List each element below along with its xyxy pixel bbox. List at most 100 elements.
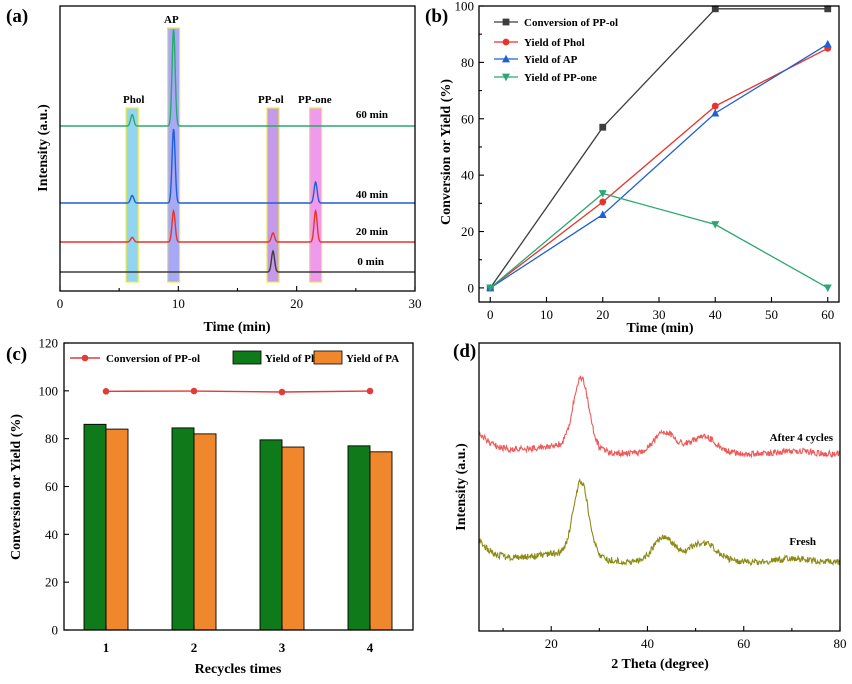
panel-b-legend: Conversion of PP-ol Yield of Phol Yield … (494, 17, 618, 84)
data-point-yield-of-pp-one (711, 221, 720, 229)
x-tick-label: 40 (641, 636, 654, 651)
x-tick-label: 1 (103, 640, 110, 655)
panel-b-series (486, 5, 832, 293)
highlight-band-pp-ol (266, 107, 280, 283)
panel-d-x-axis-title: 2 Theta (degree) (611, 657, 709, 672)
legend-label-conversion-c: Conversion of PP-ol (106, 353, 200, 365)
series-line-yield-of-ap (489, 43, 829, 289)
x-tick-label: 4 (367, 640, 374, 655)
peak-label-phol: Phol (123, 94, 144, 106)
trace-label-40-min: 40 min (356, 189, 388, 201)
panel-d: 20 40 60 80 (d) 2 Theta (degree) Intensity … (453, 341, 847, 672)
xrd-label-after-4-cycles: After 4 cycles (770, 432, 834, 444)
panel-b: 0 10 20 30 40 50 60 0 20 40 60 80 100 Conversion of … (425, 0, 840, 336)
x-tick-label: 10 (540, 307, 553, 322)
data-point-yield-of-ap (598, 210, 607, 219)
x-tick-label: 0 (487, 307, 494, 322)
data-point-conversion-of-pp-ol (824, 5, 832, 13)
data-point-yield-of-phol (599, 198, 607, 206)
x-tick-label: 60 (737, 636, 750, 651)
panel-a: 0 10 20 30 (a) Time (min) Intensity (a.u.) … (6, 5, 422, 335)
panel-b-x-axis-title: Time (min) (626, 321, 693, 336)
x-tick-label: 2 (191, 640, 198, 655)
panel-d-label: (d) (453, 341, 476, 362)
trace-40-min (60, 128, 415, 204)
data-point-conversion-of-pp-ol (278, 388, 286, 396)
panel-d-y-axis-title: Intensity (a.u.) (454, 443, 469, 531)
y-tick-label: 100 (455, 0, 475, 14)
data-point-yield-of-pp-one (598, 190, 607, 198)
legend-label-yield-pp-one: Yield of PP-one (524, 72, 597, 84)
y-tick-label: 60 (45, 479, 58, 494)
bar-yield-of-phol (171, 427, 195, 631)
bar-yield-of-pa (193, 433, 217, 631)
legend-label-yield-ap: Yield of AP (524, 54, 578, 66)
legend-label-conversion: Conversion of PP-ol (524, 17, 618, 29)
peak-highlight-bands (125, 27, 323, 283)
peak-label-pp-ol: PP-ol (258, 94, 284, 106)
peak-label-ap: AP (164, 14, 179, 26)
y-tick-label: 20 (461, 224, 474, 239)
highlight-band-ap (167, 27, 181, 283)
series-line-yield-of-phol (489, 47, 829, 289)
bar-yield-of-phol (347, 445, 371, 631)
y-tick-label: 80 (45, 431, 58, 446)
bar-yield-of-pa (281, 446, 305, 631)
x-tick-label: 20 (545, 636, 558, 651)
trace-0-min (60, 249, 415, 273)
panel-c-label: (c) (6, 344, 27, 365)
panel-d-frame (478, 342, 841, 632)
panel-c-y-axis-title: Conversion or Yield (%) (9, 414, 24, 560)
trace-label-60-min: 60 min (356, 109, 388, 121)
y-tick-label: 20 (45, 575, 58, 590)
y-tick-label: 120 (39, 336, 59, 351)
panel-b-y-axis-title: Conversion or Yield (%) (439, 79, 454, 225)
x-tick-label: 50 (765, 307, 778, 322)
series-line-conversion-of-pp-ol (489, 8, 828, 289)
legend-label-yield-phol-c: Yield of Phol (265, 353, 326, 365)
highlight-band-pp-one (309, 107, 323, 283)
legend-marker-yield-of-ap (502, 54, 510, 63)
legend-marker-yield-of-phol (502, 38, 510, 46)
x-tick-label: 30 (409, 296, 422, 311)
x-tick-label: 20 (290, 296, 303, 311)
x-tick-label: 40 (709, 307, 722, 322)
series-line-conversion-of-pp-ol (105, 390, 371, 393)
y-tick-label: 0 (52, 623, 59, 638)
x-tick-label: 60 (821, 307, 834, 322)
panel-c-bars (83, 387, 393, 631)
series-line-yield-of-pp-one (489, 192, 829, 289)
bar-yield-of-phol (259, 439, 283, 631)
panel-a-x-ticks: 0 10 20 30 (57, 286, 422, 311)
panel-c-legend: Conversion of PP-ol Yield of Phol Yield … (70, 350, 399, 365)
xrd-label-fresh: Fresh (789, 536, 816, 548)
bar-yield-of-pa (369, 451, 393, 631)
data-point-conversion-of-pp-ol (366, 387, 374, 395)
trace-60-min (60, 29, 415, 127)
xrd-trace-fresh (478, 478, 841, 566)
x-tick-label: 20 (596, 307, 609, 322)
trace-20-min (60, 208, 415, 243)
chromatogram-traces (60, 29, 415, 273)
y-tick-label: 80 (461, 55, 474, 70)
panel-a-x-axis-title: Time (min) (203, 320, 270, 335)
bar-yield-of-phol (83, 423, 107, 631)
y-tick-label: 40 (45, 527, 58, 542)
panel-b-label: (b) (425, 6, 448, 27)
y-tick-label: 100 (39, 383, 59, 398)
y-tick-label: 60 (461, 111, 474, 126)
data-point-conversion-of-pp-ol (711, 5, 719, 13)
legend-marker-conversion-of-pp-ol (81, 354, 89, 362)
legend-label-yield-phol: Yield of Phol (524, 37, 585, 49)
x-tick-label: 80 (834, 636, 847, 651)
legend-marker-conversion-of-pp-ol (502, 18, 510, 26)
panel-c-x-axis-title: Recycles times (195, 662, 282, 677)
x-tick-label: 3 (279, 640, 286, 655)
legend-marker-yield-of-pp-one (502, 73, 510, 82)
data-point-conversion-of-pp-ol (102, 388, 110, 395)
data-point-yield-of-ap (823, 39, 832, 48)
data-point-yield-of-ap (711, 108, 720, 117)
